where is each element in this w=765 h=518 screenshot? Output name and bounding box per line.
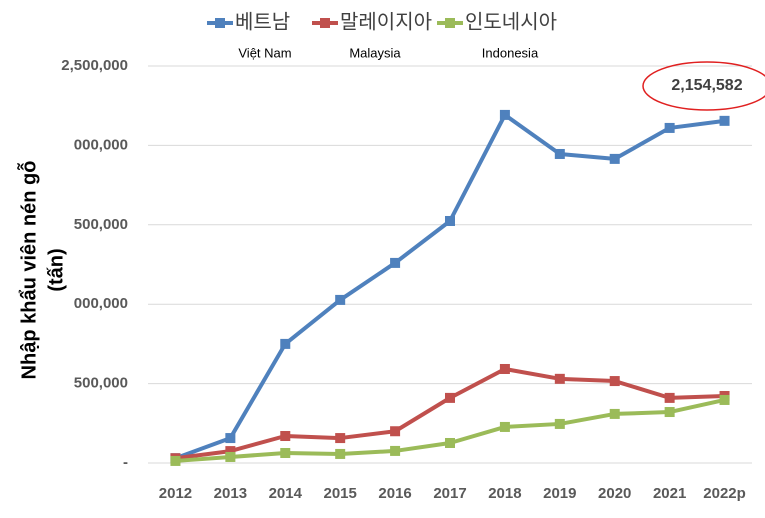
- marker: [280, 447, 291, 458]
- legend-marker: [215, 18, 225, 28]
- marker: [609, 408, 620, 419]
- x-tick-label: 2020: [598, 485, 631, 502]
- marker: [609, 153, 620, 164]
- marker: [554, 373, 565, 384]
- x-tick-label: 2012: [159, 485, 192, 502]
- marker: [280, 338, 291, 349]
- x-tick-label: 2015: [323, 485, 356, 502]
- marker: [170, 455, 181, 466]
- legend-marker: [320, 18, 330, 28]
- marker: [280, 431, 291, 442]
- y-tick-label: 500,000: [74, 375, 128, 392]
- x-tick-label: 2019: [543, 485, 576, 502]
- marker: [390, 257, 401, 268]
- y-axis-title-line: Nhập khẩu viên nén gỗ: [16, 161, 40, 380]
- y-axis-title: Nhập khẩu viên nén gỗ (tấn): [16, 161, 67, 380]
- y-tick-label: 2,500,000: [61, 57, 128, 74]
- marker: [499, 109, 510, 120]
- marker: [719, 394, 730, 405]
- y-tick-label: 000,000: [74, 295, 128, 312]
- marker: [390, 426, 401, 437]
- annotation-circle: [642, 61, 765, 111]
- legend-subtitle: Indonesia: [482, 45, 539, 60]
- x-tick-label: 2021: [653, 485, 686, 502]
- marker: [609, 376, 620, 387]
- marker: [335, 448, 346, 459]
- marker: [445, 437, 455, 448]
- y-tick-label: -: [123, 454, 128, 471]
- marker: [445, 392, 455, 403]
- marker: [554, 148, 565, 159]
- legend-label: 베트남: [235, 10, 290, 34]
- legend-label: 말레이지아: [340, 10, 432, 34]
- legend-marker: [445, 18, 455, 28]
- y-axis-title-line: (tấn): [45, 248, 67, 291]
- legend-label: 인도네시아: [465, 10, 557, 34]
- y-tick-label: 000,000: [74, 136, 128, 153]
- marker: [335, 433, 346, 444]
- marker: [664, 407, 675, 418]
- marker: [499, 363, 510, 374]
- marker: [225, 446, 236, 457]
- marker: [554, 418, 565, 429]
- annotation: 2,154,582: [671, 77, 742, 94]
- marker: [390, 445, 401, 456]
- marker: [664, 392, 675, 403]
- marker: [499, 421, 510, 432]
- marker: [225, 451, 236, 462]
- x-tick-label: 2022p: [703, 485, 746, 502]
- y-tick-label: 500,000: [74, 216, 128, 233]
- x-tick-label: 2016: [378, 485, 411, 502]
- x-tick-label: 2017: [433, 485, 466, 502]
- marker: [335, 294, 346, 305]
- x-tick-label: 2014: [269, 485, 303, 502]
- x-tick-label: 2018: [488, 485, 521, 502]
- marker: [719, 115, 730, 126]
- marker: [664, 122, 675, 133]
- legend-subtitle: Việt Nam: [238, 45, 291, 60]
- marker: [445, 215, 455, 226]
- x-tick-label: 2013: [214, 485, 247, 502]
- marker: [225, 433, 236, 444]
- legend-subtitle: Malaysia: [349, 45, 401, 60]
